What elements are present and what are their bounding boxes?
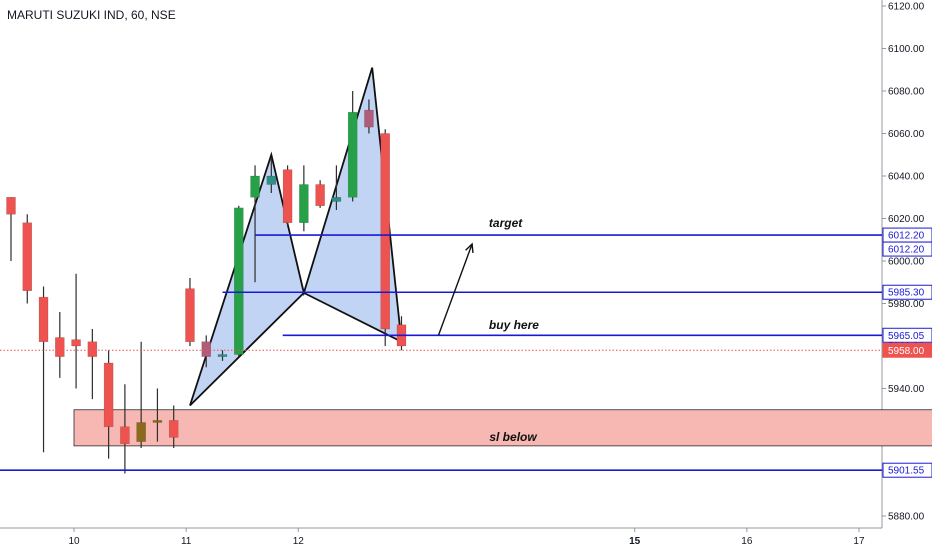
candle[interactable] bbox=[87, 329, 98, 400]
candle[interactable] bbox=[282, 165, 293, 227]
candle-body bbox=[22, 222, 33, 291]
target-arrow bbox=[437, 242, 474, 336]
candle-body bbox=[331, 197, 342, 202]
candle[interactable] bbox=[380, 129, 390, 346]
candle-body bbox=[152, 420, 163, 423]
candle-body bbox=[55, 337, 65, 357]
candle-body bbox=[347, 112, 358, 198]
candle-body bbox=[136, 422, 146, 442]
annotation-label: buy here bbox=[489, 318, 539, 332]
candle[interactable] bbox=[250, 165, 260, 283]
arrow-head bbox=[465, 242, 474, 254]
price-tick-label: 5980.00 bbox=[888, 299, 925, 310]
candle[interactable] bbox=[152, 388, 163, 442]
pattern-leg-bcd bbox=[303, 67, 402, 342]
price-label-text: 5985.30 bbox=[888, 288, 925, 299]
candle-body bbox=[299, 184, 309, 223]
price-tick-label: 5880.00 bbox=[888, 512, 925, 523]
price-tick-label: 6080.00 bbox=[888, 87, 925, 98]
candle-body bbox=[380, 133, 390, 330]
horizontal-lines bbox=[0, 234, 882, 472]
price-tick-label: 6020.00 bbox=[888, 214, 925, 225]
price-tick-label: 6120.00 bbox=[888, 2, 925, 13]
price-tick-label: 6100.00 bbox=[888, 44, 925, 55]
candle-body bbox=[282, 169, 293, 223]
price-label-box bbox=[882, 327, 932, 343]
stop-loss-zone bbox=[73, 409, 932, 447]
time-tick-label: 11 bbox=[181, 536, 192, 547]
candle-body bbox=[217, 354, 228, 357]
candle[interactable] bbox=[38, 286, 49, 453]
candle[interactable] bbox=[136, 341, 146, 448]
time-tick-label: 17 bbox=[853, 536, 865, 547]
price-label-box bbox=[882, 342, 932, 358]
price-label-box bbox=[882, 241, 932, 257]
price-tick-label: 5940.00 bbox=[888, 384, 925, 395]
pattern-leg-xab bbox=[189, 154, 304, 406]
price-tick-label: 6000.00 bbox=[888, 257, 925, 268]
price-label-box bbox=[882, 284, 932, 300]
candle[interactable] bbox=[22, 214, 33, 304]
candle[interactable] bbox=[347, 91, 358, 202]
price-labels: 6012.20 5985.30 5965.05 5901.55 5958.00 6012.… bbox=[882, 227, 932, 478]
price-tick-label: 6060.00 bbox=[888, 129, 925, 140]
price-label-text: 5958.00 bbox=[888, 346, 925, 357]
candle-body bbox=[71, 339, 81, 347]
candle[interactable] bbox=[364, 99, 374, 134]
candle[interactable] bbox=[120, 384, 130, 474]
candle-body bbox=[364, 109, 374, 128]
price-label-text: 5901.55 bbox=[888, 466, 925, 477]
time-tick-label: 16 bbox=[741, 536, 753, 547]
candle[interactable] bbox=[217, 350, 228, 361]
candle[interactable] bbox=[299, 165, 309, 232]
candle-body bbox=[185, 288, 195, 342]
candle[interactable] bbox=[71, 273, 81, 389]
candle-body bbox=[38, 296, 49, 342]
candle[interactable] bbox=[55, 312, 65, 378]
candle-body bbox=[250, 175, 260, 198]
candle-body bbox=[234, 207, 244, 355]
symbol-title: MARUTI SUZUKI IND, 60, NSE bbox=[7, 8, 176, 22]
candle-body bbox=[87, 341, 98, 357]
time-tick-label: 15 bbox=[629, 536, 641, 547]
candle-body bbox=[120, 426, 130, 444]
arrow-shaft bbox=[437, 243, 473, 336]
time-tick-label: 12 bbox=[293, 536, 305, 547]
price-tick-label: 6040.00 bbox=[888, 172, 925, 183]
candle[interactable] bbox=[168, 405, 179, 449]
price-label-text: 6012.20 bbox=[888, 245, 925, 256]
price-label-text: 6012.20 bbox=[888, 231, 925, 242]
candle[interactable] bbox=[331, 165, 342, 210]
candle[interactable] bbox=[266, 159, 277, 193]
candle-body bbox=[201, 341, 211, 357]
candle[interactable] bbox=[6, 197, 16, 261]
candle-body bbox=[168, 420, 179, 438]
candle-body bbox=[103, 362, 114, 427]
candle-body bbox=[266, 175, 277, 185]
stop-loss-label: sl below bbox=[489, 430, 537, 444]
candle-body bbox=[315, 184, 325, 206]
candle[interactable] bbox=[234, 205, 244, 357]
candles bbox=[6, 91, 407, 474]
candle[interactable] bbox=[315, 180, 325, 208]
price-label-text: 5965.05 bbox=[888, 331, 925, 342]
time-tick-label: 10 bbox=[68, 536, 80, 547]
candle-body bbox=[6, 197, 16, 215]
candle[interactable] bbox=[201, 335, 211, 368]
candle[interactable] bbox=[103, 350, 114, 459]
price-label-box bbox=[882, 462, 932, 478]
time-axis: 1011121516171819 bbox=[68, 528, 865, 547]
candle[interactable] bbox=[185, 278, 195, 346]
pattern-xb-line bbox=[189, 292, 305, 407]
annotation-label: target bbox=[489, 216, 523, 230]
